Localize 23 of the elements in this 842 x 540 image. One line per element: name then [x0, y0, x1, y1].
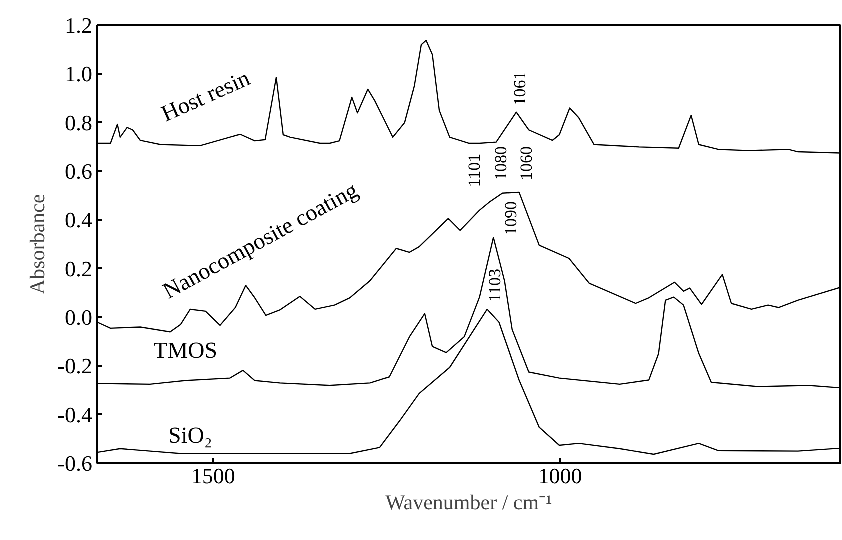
y-axis-title: Absorbance [26, 194, 50, 295]
y-tick-label: 0.4 [65, 208, 92, 233]
y-tick-label: 0.0 [65, 305, 92, 330]
x-axis-title: Wavenumber / cm⁻¹ [386, 490, 552, 514]
annotation: 1060 [517, 146, 536, 180]
annotation: 1103 [485, 268, 504, 302]
annotation: 1090 [501, 201, 520, 236]
annotation: 1061 [510, 72, 530, 106]
x-tick-label: 1500 [191, 464, 236, 488]
legend-label: TMOS [154, 338, 218, 364]
annotation: 1101 [465, 154, 484, 188]
y-tick-label: 1.0 [65, 62, 92, 87]
y-tick-label: -0.4 [58, 402, 92, 428]
series-label: SiO₂ [168, 423, 212, 448]
y-tick-label: 0.6 [65, 159, 92, 184]
y-tick-label: 1.2 [65, 13, 92, 38]
text: Host resin [158, 65, 254, 127]
y-tick-label: 0.8 [65, 110, 92, 136]
y-tick-label: -0.2 [58, 354, 92, 379]
y-tick-label: 0.2 [65, 256, 92, 282]
y-tick-label: -0.6 [58, 451, 92, 476]
annotation: 1080 [492, 146, 511, 180]
x-tick-label: 1000 [538, 464, 582, 488]
